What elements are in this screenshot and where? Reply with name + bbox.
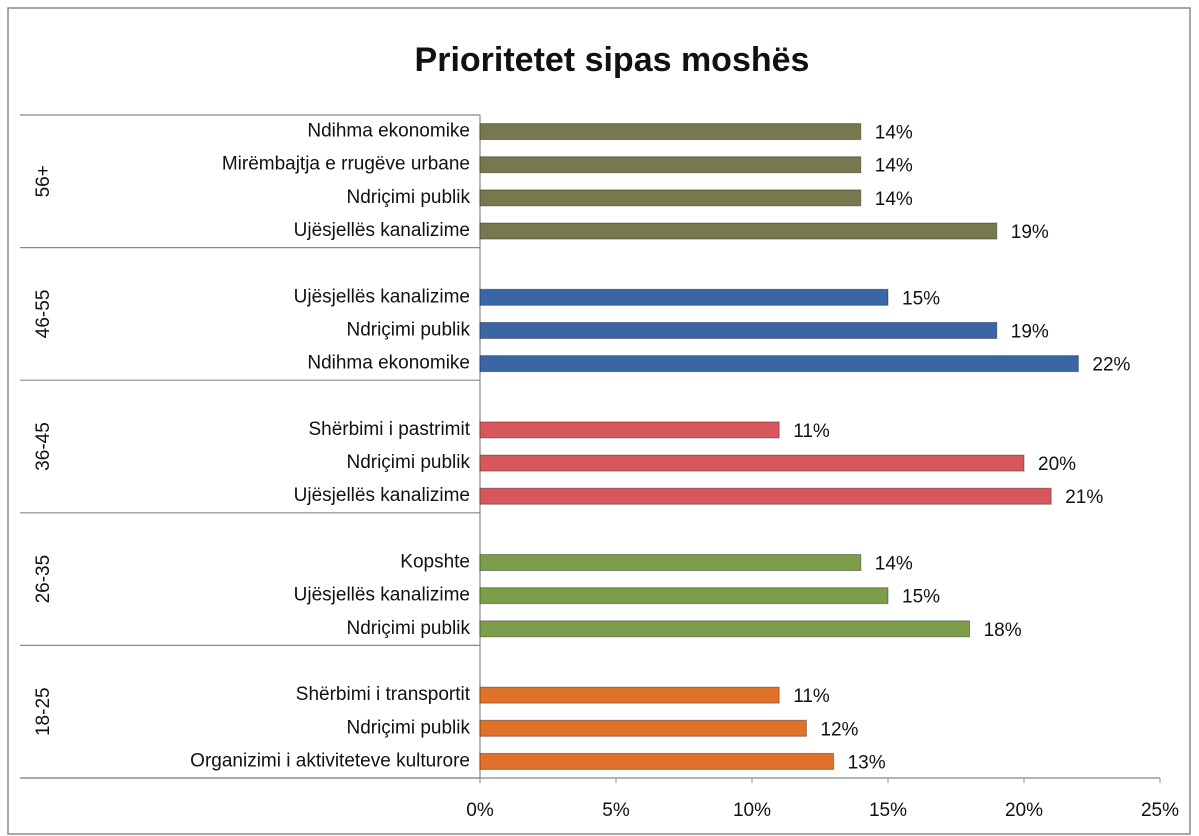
value-label: 12%: [820, 719, 858, 740]
category-label: Mirëmbajtja e rrugëve urbane: [222, 154, 470, 175]
value-label: 14%: [875, 189, 913, 210]
x-tick-label: 5%: [602, 800, 630, 821]
bar: [479, 620, 971, 638]
value-label: 15%: [902, 587, 940, 608]
bar: [479, 123, 862, 141]
category-label: Shërbimi i pastrimit: [308, 419, 470, 440]
category-label: Ndriçimi publik: [346, 319, 470, 340]
bar: [479, 454, 1025, 472]
category-label: Ujësjellës kanalizime: [294, 485, 470, 506]
bar: [479, 587, 889, 605]
x-tick-label: 10%: [733, 800, 771, 821]
category-label: Ndihma ekonomike: [307, 353, 470, 374]
value-label: 14%: [875, 554, 913, 575]
category-label: Ndriçimi publik: [346, 618, 470, 639]
category-label: Organizimi i aktiviteteve kulturore: [190, 750, 470, 771]
category-label: Ujësjellës kanalizime: [294, 220, 470, 241]
bar: [479, 288, 889, 306]
value-label: 19%: [1011, 321, 1049, 342]
group-label: 26-35: [33, 555, 54, 604]
chart-title: Prioritetet sipas moshës: [415, 41, 810, 79]
category-label: Ujësjellës kanalizime: [294, 585, 470, 606]
bar: [479, 421, 780, 439]
bar: [479, 752, 835, 770]
group-label: 18-25: [33, 687, 54, 736]
bar: [479, 554, 862, 572]
bar: [479, 686, 780, 704]
bar: [479, 156, 862, 174]
value-label: 11%: [793, 421, 830, 442]
value-label: 20%: [1038, 454, 1076, 475]
bar: [479, 487, 1052, 505]
bar: [479, 189, 862, 207]
x-tick-label: 25%: [1141, 800, 1179, 821]
category-label: Ndriçimi publik: [346, 187, 470, 208]
category-label: Shërbimi i transportit: [296, 684, 471, 705]
value-label: 19%: [1011, 222, 1049, 243]
value-label: 15%: [902, 288, 940, 309]
category-label: Ndriçimi publik: [346, 452, 470, 473]
value-label: 14%: [875, 123, 913, 144]
value-label: 21%: [1065, 487, 1103, 508]
x-tick-label: 0%: [466, 800, 494, 821]
value-label: 13%: [848, 752, 886, 773]
category-label: Ndihma ekonomike: [307, 121, 470, 142]
x-tick-label: 20%: [1005, 800, 1043, 821]
value-label: 11%: [793, 686, 830, 707]
bar: [479, 321, 998, 339]
category-label: Ndriçimi publik: [346, 717, 470, 738]
value-label: 18%: [984, 620, 1022, 641]
group-label: 56+: [33, 165, 54, 197]
category-label: Ujësjellës kanalizime: [294, 286, 470, 307]
value-label: 14%: [875, 156, 913, 177]
group-label: 36-45: [33, 422, 54, 471]
bar: [479, 355, 1079, 373]
group-label: 46-55: [33, 290, 54, 339]
x-tick-label: 15%: [869, 800, 907, 821]
value-label: 22%: [1092, 355, 1130, 376]
category-label: Kopshte: [400, 552, 470, 573]
bar: [479, 222, 998, 240]
bar: [479, 719, 807, 737]
